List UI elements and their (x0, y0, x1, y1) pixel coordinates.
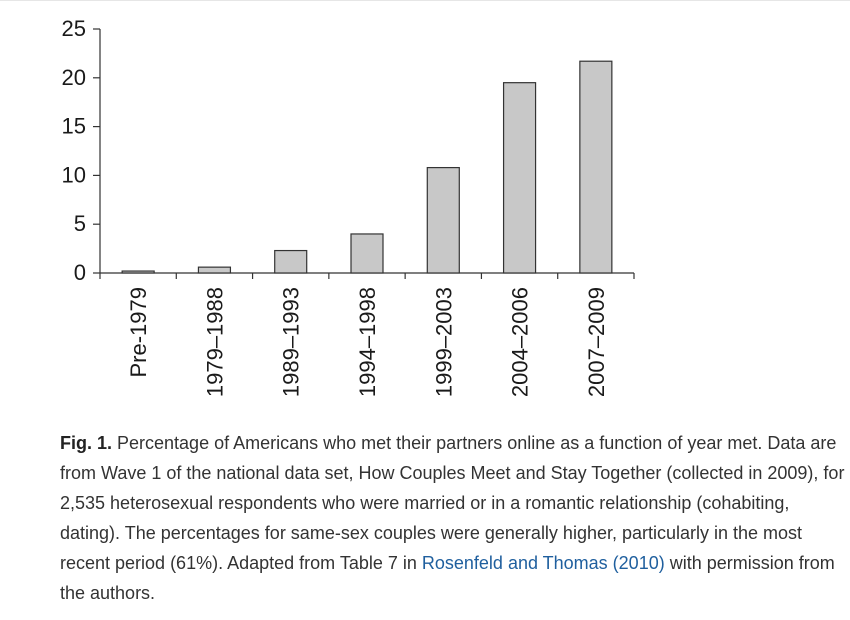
y-tick-label: 25 (62, 16, 86, 41)
x-tick-label: 1999–2003 (431, 287, 456, 397)
bar-1979–1988 (197, 266, 232, 274)
top-border (0, 0, 850, 1)
caption-text-end: with permission from the authors. (60, 553, 835, 603)
bar-1989–1993 (274, 249, 308, 274)
y-tick-label: 10 (62, 162, 86, 187)
reference-link[interactable]: Rosenfeld and Thomas (2010) (421, 553, 665, 573)
x-tick-label: 2004–2006 (508, 287, 533, 397)
bar-1994–1998 (350, 233, 384, 274)
x-tick-label: 2007–2009 (584, 287, 609, 397)
bar-1999–2003 (426, 166, 460, 274)
x-tick-label: Pre-1979 (126, 287, 151, 378)
x-tick-label: 1979–1988 (202, 287, 227, 397)
caption-text: Percentage of Americans who met their pa… (60, 433, 845, 573)
bar-2004–2006 (502, 82, 537, 274)
y-tick-label: 15 (62, 114, 86, 139)
figure-caption: Fig. 1. Percentage of Americans who met … (60, 428, 846, 608)
x-tick-label: 1989–1993 (279, 287, 304, 397)
y-tick-label: 0 (74, 260, 86, 285)
figure-label: Fig. 1. (60, 433, 113, 453)
x-tick-label: 1994–1998 (355, 287, 380, 397)
bar-Pre-1979 (121, 270, 155, 274)
bar-2007–2009 (579, 60, 613, 274)
y-tick-label: 5 (74, 211, 86, 236)
bar-chart: 0 5 10 15 20 25 Pre-1979 1979–1988 1989–1993 1994… (62, 16, 635, 397)
y-tick-label: 20 (62, 65, 86, 90)
